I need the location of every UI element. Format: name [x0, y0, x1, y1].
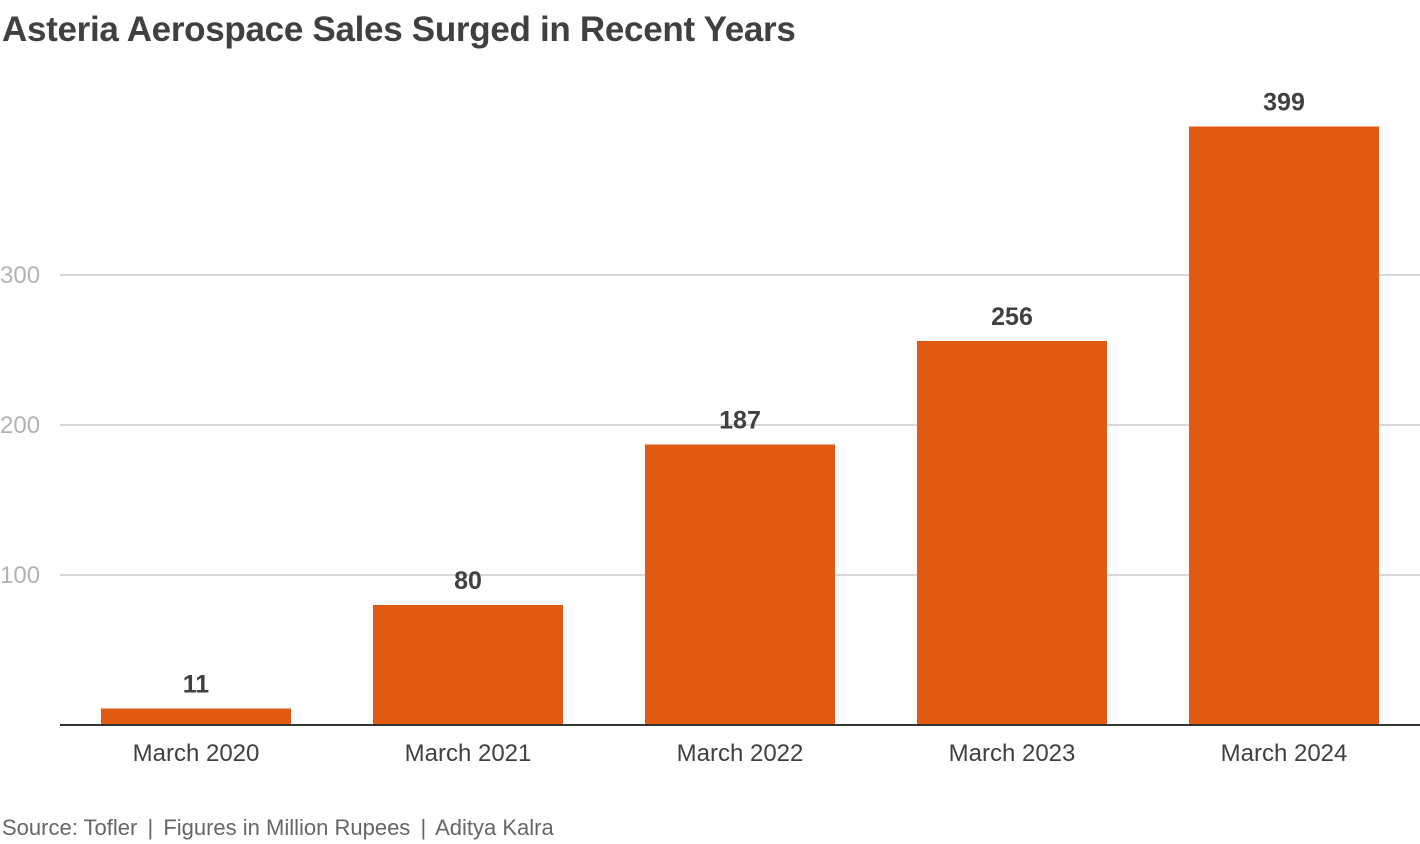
source-credit: Source: Tofler: [2, 815, 138, 840]
data-labels: 11 80 187 256 399: [183, 89, 1305, 699]
x-tick-label: March 2023: [949, 740, 1076, 767]
bar: [917, 341, 1107, 725]
y-tick-label: 100: [0, 562, 40, 589]
x-axis-labels: March 2020 March 2021 March 2022 March 2023…: [133, 740, 1348, 767]
bar: [1189, 126, 1379, 725]
data-label: 256: [991, 303, 1033, 331]
units-note: Figures in Million Rupees: [163, 815, 411, 840]
x-tick-label: March 2021: [405, 740, 532, 767]
author-credit: Aditya Kalra: [435, 815, 554, 840]
chart-title: Asteria Aerospace Sales Surged in Recent…: [2, 10, 796, 49]
footer-separator: |: [147, 815, 154, 840]
bar: [645, 444, 835, 725]
x-tick-label: March 2022: [677, 740, 804, 767]
bars: [101, 126, 1379, 725]
data-label: 80: [454, 567, 482, 595]
data-label: 11: [183, 671, 210, 699]
footer-separator: |: [420, 815, 427, 840]
x-tick-label: March 2020: [133, 740, 260, 767]
bar: [101, 708, 291, 725]
data-label: 187: [719, 407, 761, 435]
data-label: 399: [1263, 89, 1305, 117]
bar: [373, 605, 563, 725]
y-tick-label: 300: [0, 262, 40, 289]
chart-footer: Source: Tofler | Figures in Million Rupe…: [2, 815, 554, 841]
x-tick-label: March 2024: [1221, 740, 1348, 767]
y-tick-label: 200: [0, 412, 40, 439]
